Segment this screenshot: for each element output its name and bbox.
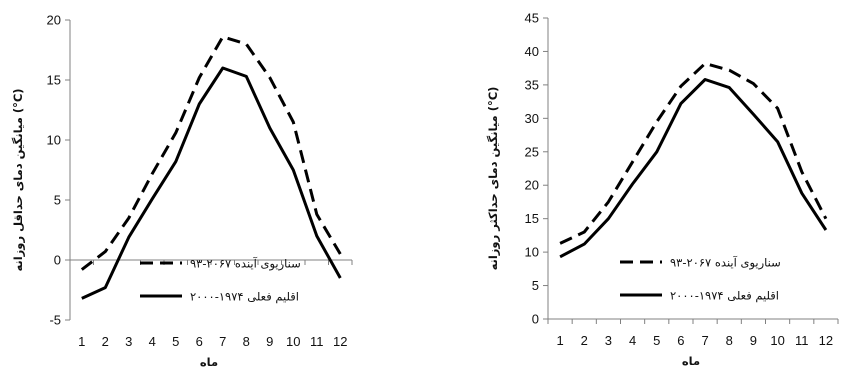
y-tick-label: 0 bbox=[54, 253, 61, 268]
y-tick-label: 10 bbox=[47, 133, 61, 148]
series-line-current-climate bbox=[81, 66, 342, 300]
x-tick-label: 4 bbox=[149, 334, 156, 349]
y-tick-label: 10 bbox=[525, 245, 539, 260]
legend-entry-label: اقلیم فعلی ۱۹۷۴-۲۰۰۰ bbox=[670, 289, 779, 303]
y-tick-label: 20 bbox=[47, 13, 61, 28]
x-tick-label: 5 bbox=[172, 334, 179, 349]
x-tick-label: 8 bbox=[243, 334, 250, 349]
x-tick-label: 4 bbox=[629, 333, 636, 348]
x-tick-label: 7 bbox=[701, 333, 708, 348]
y-tick-label: 20 bbox=[525, 178, 539, 193]
x-tick-label: 2 bbox=[102, 334, 109, 349]
legend-entry-label: سناریوی آینده ۲۰۶۷-۹۳ bbox=[670, 256, 781, 271]
y-tick-label: 5 bbox=[54, 193, 61, 208]
y-axis-title: میانگین دمای حداکثر روزانه (°C) bbox=[486, 87, 501, 271]
x-tick-label: 1 bbox=[78, 334, 85, 349]
series-line-future-scenario bbox=[80, 35, 342, 271]
y-tick-label: -5 bbox=[49, 313, 61, 328]
y-tick-label: 25 bbox=[525, 144, 539, 159]
x-tick-label: 3 bbox=[125, 334, 132, 349]
x-tick-label: 8 bbox=[726, 333, 733, 348]
x-tick-label: 7 bbox=[219, 334, 226, 349]
x-tick-label: 12 bbox=[333, 334, 347, 349]
y-tick-label: 35 bbox=[525, 77, 539, 92]
y-tick-label: 15 bbox=[47, 73, 61, 88]
y-tick-label: 45 bbox=[525, 11, 539, 26]
x-tick-label: 2 bbox=[581, 333, 588, 348]
x-tick-label: 11 bbox=[795, 333, 809, 348]
x-tick-label: 9 bbox=[750, 333, 757, 348]
y-tick-label: 30 bbox=[525, 111, 539, 126]
y-tick-label: 40 bbox=[525, 44, 539, 59]
x-tick-label: 3 bbox=[605, 333, 612, 348]
x-tick-label: 6 bbox=[196, 334, 203, 349]
y-tick-label: 5 bbox=[532, 278, 539, 293]
y-axis-title: میانگین دمای حداقل روزانه (°C) bbox=[11, 88, 26, 271]
x-tick-label: 5 bbox=[653, 333, 660, 348]
y-tick-label: 0 bbox=[532, 312, 539, 327]
series-line-current-climate bbox=[559, 78, 828, 259]
x-axis-title: ماه bbox=[200, 355, 218, 369]
x-tick-label: 6 bbox=[677, 333, 684, 348]
x-tick-label: 11 bbox=[310, 334, 324, 349]
legend-entry-label: سناریوی آینده ۲۰۶۷-۹۳ bbox=[190, 257, 301, 272]
x-tick-label: 9 bbox=[266, 334, 273, 349]
x-tick-label: 1 bbox=[556, 333, 563, 348]
x-axis-title: ماه bbox=[682, 354, 700, 368]
legend-entry-label: اقلیم فعلی ۱۹۷۴-۲۰۰۰ bbox=[190, 290, 299, 304]
y-tick-label: 15 bbox=[525, 211, 539, 226]
x-tick-label: 10 bbox=[286, 334, 300, 349]
x-tick-label: 12 bbox=[819, 333, 833, 348]
x-tick-label: 10 bbox=[770, 333, 784, 348]
